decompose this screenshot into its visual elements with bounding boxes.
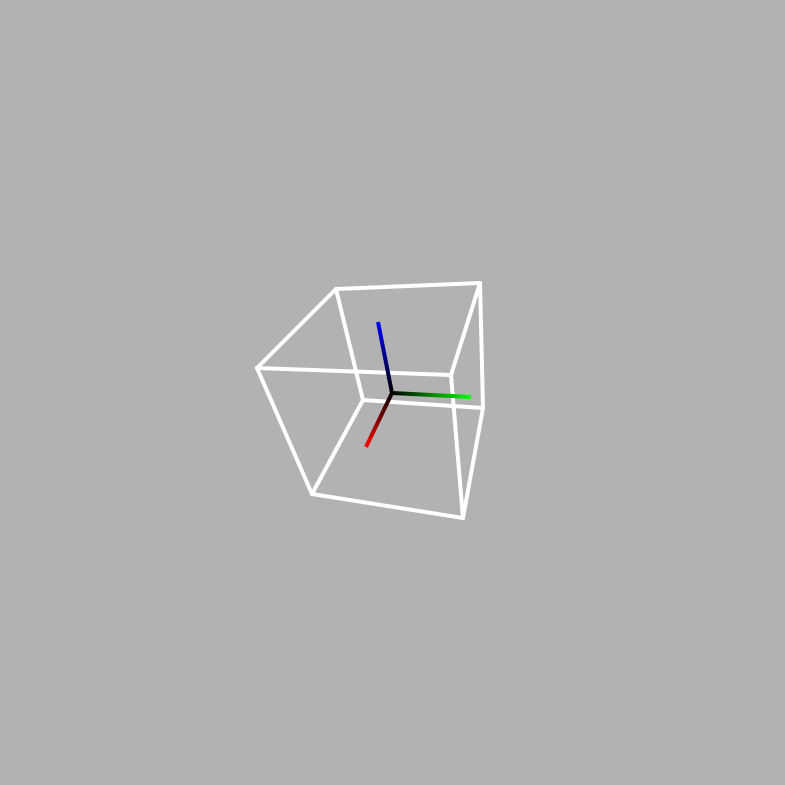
cube-edge: [310, 492, 465, 520]
cube-edge: [334, 287, 365, 402]
y-axis-line: [391, 391, 472, 399]
z-axis-line: [376, 321, 394, 394]
x-axis-line: [364, 392, 394, 448]
cube-edge: [361, 398, 485, 410]
cube-wireframe: [255, 281, 485, 520]
cube-edge: [461, 406, 485, 520]
axes-gizmo: [364, 321, 472, 448]
cube-edge: [449, 281, 482, 377]
cube-edge: [310, 398, 365, 496]
cube-edge: [334, 281, 482, 291]
cube-edge: [449, 373, 465, 520]
cube-edge: [255, 287, 338, 370]
cube-edge: [255, 366, 453, 377]
cube-edge: [255, 366, 314, 496]
cube-edge: [478, 281, 485, 410]
